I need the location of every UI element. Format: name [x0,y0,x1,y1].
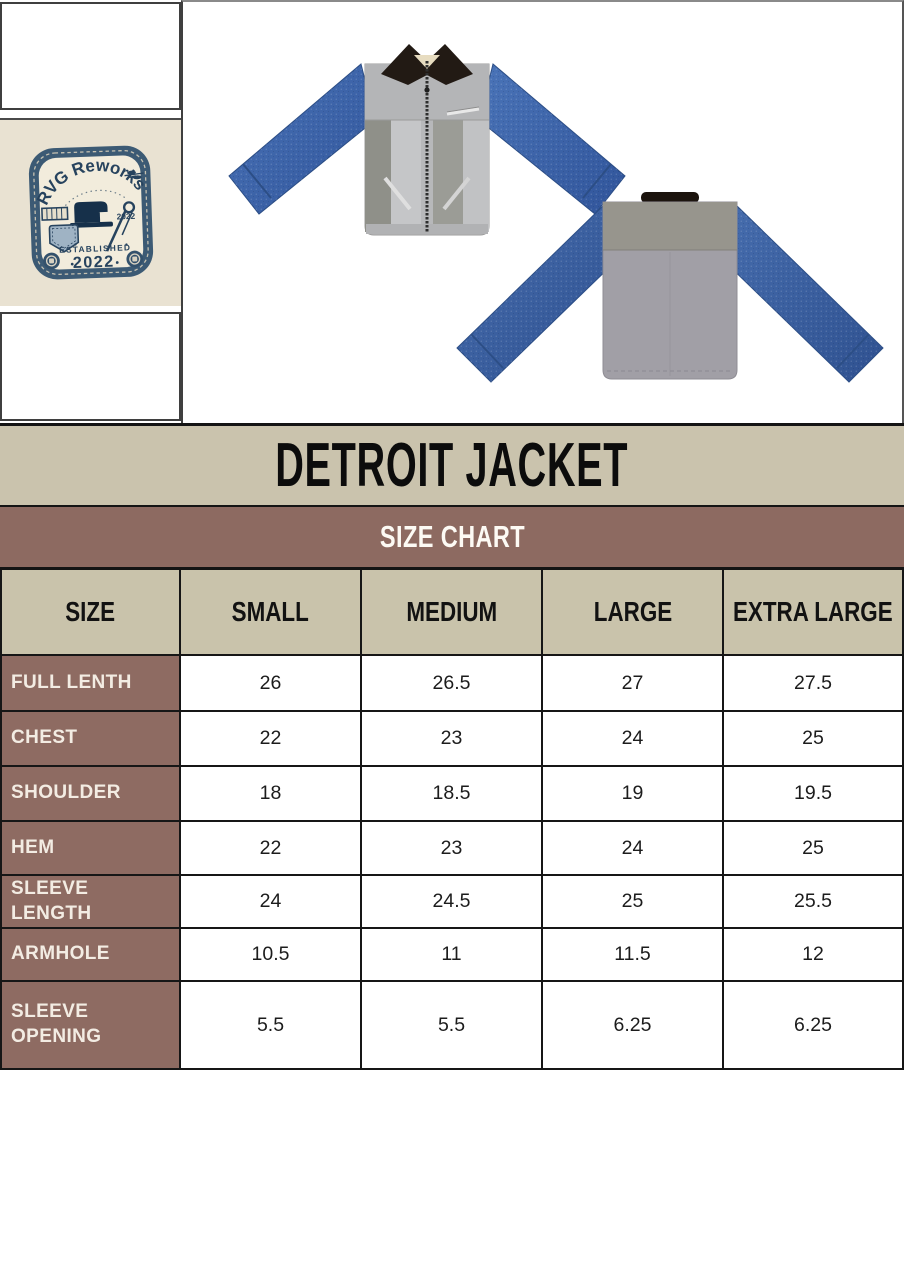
button-icon [42,252,60,270]
sewing-machine-icon [69,201,113,228]
product-title-bar: DETROIT JACKET [0,423,904,507]
size-chart-title: SIZE CHART [379,519,525,554]
pocket-icon [48,224,79,253]
jacket-front-image [228,44,626,236]
size-value: 24 [181,876,362,929]
size-value: 25 [724,712,904,767]
size-value: 27.5 [724,656,904,712]
size-value: 23 [362,822,543,876]
row-label-hem: HEM [0,822,181,876]
size-value: 25 [724,822,904,876]
top-section: RVG Reworks 2022 [0,0,904,423]
size-value: 26 [181,656,362,712]
column-header-small: SMALL [181,570,362,656]
size-value: 24 [543,822,724,876]
row-label-armhole: ARMHOLE [0,929,181,982]
row-label-sleeve-opening: SLEEVE OPENING [0,982,181,1070]
size-value: 10.5 [181,929,362,982]
column-header-extra-large: EXTRA LARGE [724,570,904,656]
column-header-size: SIZE [0,570,181,656]
size-value: 18 [181,767,362,822]
size-value: 18.5 [362,767,543,822]
brand-logo-photo: RVG Reworks 2022 [0,118,181,306]
size-value: 5.5 [181,982,362,1070]
product-title: DETROIT JACKET [275,431,629,500]
row-label-chest: CHEST [0,712,181,767]
size-value: 27 [543,656,724,712]
column-header-large: LARGE [543,570,724,656]
badge-dotted-arc [61,189,125,210]
row-label-full-length: FULL LENTH [0,656,181,712]
size-value: 6.25 [543,982,724,1070]
row-label-sleeve-length: SLEEVE LENGTH [0,876,181,929]
badge-year-small: 2022 [116,211,135,222]
size-value: 22 [181,822,362,876]
badge-established-year: 2022 [72,253,114,272]
size-value: 26.5 [362,656,543,712]
product-photo-area [181,0,904,423]
thread-spool-icon [40,206,69,221]
brand-badge: RVG Reworks 2022 [28,145,153,280]
size-value: 24.5 [362,876,543,929]
size-value: 24 [543,712,724,767]
size-value: 19 [543,767,724,822]
size-value: 22 [181,712,362,767]
column-header-medium: MEDIUM [362,570,543,656]
bottom-blank-box [0,312,181,421]
size-value: 25.5 [724,876,904,929]
button-icon [125,250,143,268]
size-table: SIZE SMALL MEDIUM LARGE EXTRA LARGE FULL… [0,570,904,1070]
size-value: 12 [724,929,904,982]
size-value: 25 [543,876,724,929]
row-label-shoulder: SHOULDER [0,767,181,822]
size-value: 6.25 [724,982,904,1070]
badge-stitching [32,149,149,276]
leaf-icon [123,170,144,180]
badge-established-label: ESTABLISHED [59,242,131,255]
size-chart-header: SIZE CHART [0,507,904,570]
size-value: 11 [362,929,543,982]
size-value: 11.5 [543,929,724,982]
size-value: 23 [362,712,543,767]
size-value: 5.5 [362,982,543,1070]
size-value: 19.5 [724,767,904,822]
seam-ripper-icon [105,201,135,252]
jacket-back-image [456,192,884,383]
top-blank-box [0,2,181,110]
